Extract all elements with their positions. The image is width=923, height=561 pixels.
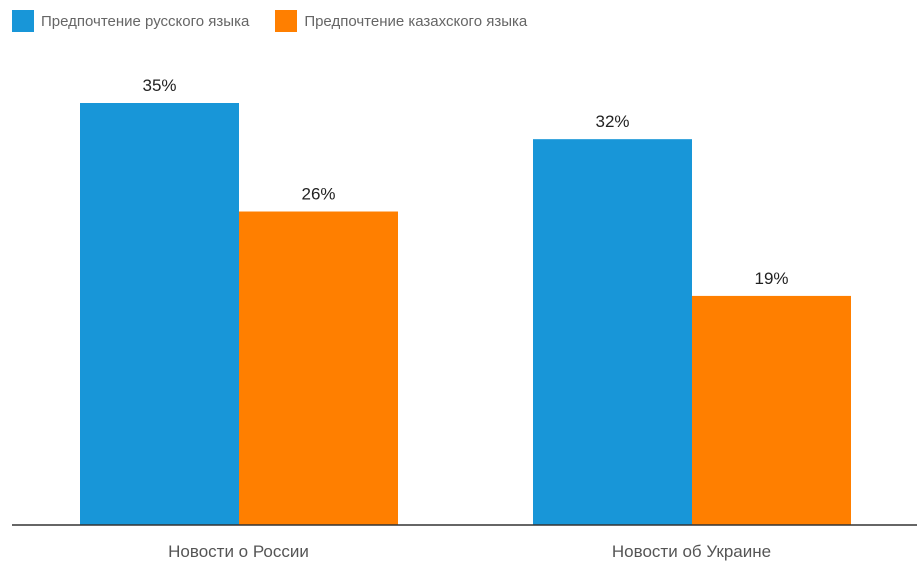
bars-group bbox=[80, 103, 851, 525]
legend-swatch-russian bbox=[12, 10, 34, 32]
value-label-kazakh-2: 19% bbox=[754, 269, 788, 288]
bar-kazakh-1 bbox=[239, 211, 398, 525]
legend-label-kazakh: Предпочтение казахского языка bbox=[304, 12, 528, 30]
bar-russian-1 bbox=[80, 103, 239, 525]
bar-russian-2 bbox=[533, 139, 692, 525]
legend-item-russian: Предпочтение русского языка bbox=[12, 10, 249, 32]
category-label-1: Новости о России bbox=[168, 542, 309, 561]
value-label-kazakh-1: 26% bbox=[301, 185, 335, 204]
legend-item-kazakh: Предпочтение казахского языка bbox=[275, 10, 527, 32]
legend: Предпочтение русского языка Предпочтение… bbox=[12, 10, 527, 32]
category-labels-group: Новости о России Новости об Украине bbox=[168, 542, 771, 561]
legend-swatch-kazakh bbox=[275, 10, 298, 32]
value-labels-group: 35% 26% 32% 19% bbox=[142, 76, 788, 288]
category-label-2: Новости об Украине bbox=[612, 542, 771, 561]
legend-label-russian: Предпочтение русского языка bbox=[41, 12, 250, 30]
value-label-russian-1: 35% bbox=[142, 76, 176, 95]
value-label-russian-2: 32% bbox=[595, 112, 629, 131]
bar-kazakh-2 bbox=[692, 295, 851, 525]
